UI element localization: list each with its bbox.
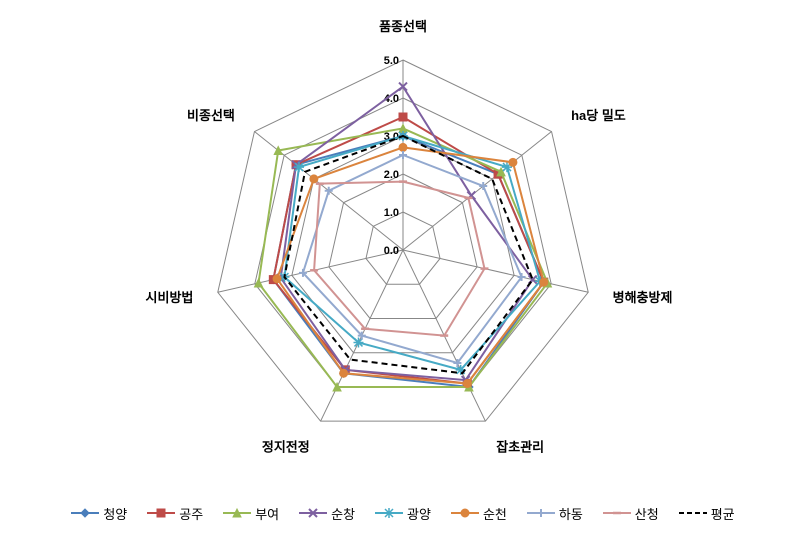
- legend-label: 부여: [255, 504, 279, 523]
- legend-swatch: [147, 507, 175, 519]
- axis-label: 품종선택: [379, 19, 427, 34]
- axis-label: 잡초관리: [496, 440, 544, 455]
- legend-swatch: [71, 507, 99, 519]
- legend-label: 산청: [635, 504, 659, 523]
- tick-label: 0.0: [384, 245, 399, 257]
- legend-item-8: 평균: [679, 504, 735, 523]
- legend-swatch: [223, 507, 251, 519]
- legend-item-7: 산청: [603, 504, 659, 523]
- legend-swatch: [299, 507, 327, 519]
- legend-label: 공주: [179, 504, 203, 523]
- tick-label: 2.0: [384, 169, 399, 181]
- legend-swatch: [603, 507, 631, 519]
- legend-item-6: 하동: [527, 504, 583, 523]
- legend-swatch: [527, 507, 555, 519]
- legend-label: 하동: [559, 504, 583, 523]
- axis-label: 정지전정: [262, 440, 310, 455]
- radar-chart-container: 0.01.02.03.04.05.0품종선택ha당 밀도병해충방제잡초관리정지전…: [0, 0, 806, 533]
- axis-label: ha당 밀도: [571, 108, 626, 123]
- legend-label: 순천: [483, 504, 507, 523]
- tick-label: 5.0: [384, 55, 399, 67]
- legend-swatch: [451, 507, 479, 519]
- legend-item-0: 청양: [71, 504, 127, 523]
- legend-label: 청양: [103, 504, 127, 523]
- tick-label: 1.0: [384, 207, 399, 219]
- chart-legend: 청양 공주 부여 순창 광양 순천 하동 산청 평균: [0, 492, 806, 533]
- legend-item-1: 공주: [147, 504, 203, 523]
- radar-chart-svg: 0.01.02.03.04.05.0품종선택ha당 밀도병해충방제잡초관리정지전…: [0, 0, 806, 493]
- axis-line: [403, 250, 588, 292]
- legend-swatch: [679, 507, 707, 519]
- legend-item-2: 부여: [223, 504, 279, 523]
- legend-swatch: [375, 507, 403, 519]
- legend-item-4: 광양: [375, 504, 431, 523]
- axis-label: 병해충방제: [613, 290, 673, 305]
- legend-label: 광양: [407, 504, 431, 523]
- series-line-6: [303, 155, 522, 363]
- axis-line: [403, 132, 552, 250]
- axis-label: 시비방법: [146, 290, 194, 305]
- legend-label: 순창: [331, 504, 355, 523]
- legend-item-3: 순창: [299, 504, 355, 523]
- legend-label: 평균: [711, 504, 735, 523]
- legend-item-5: 순천: [451, 504, 507, 523]
- axis-label: 비종선택: [187, 108, 235, 123]
